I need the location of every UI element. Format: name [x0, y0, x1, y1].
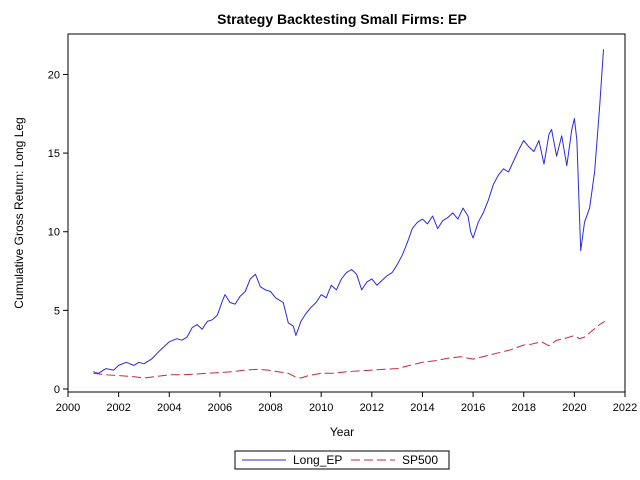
x-tick-label: 2010 [309, 402, 333, 414]
series-line-long-ep [93, 49, 604, 374]
x-tick-label: 2008 [258, 402, 282, 414]
x-axis-label: Year [330, 425, 354, 439]
x-tick-label: 2000 [56, 402, 80, 414]
y-tick-label: 10 [48, 227, 60, 239]
y-tick-label: 5 [54, 305, 60, 317]
x-tick-label: 2020 [562, 402, 586, 414]
x-tick-label: 2004 [157, 402, 181, 414]
legend-box [234, 450, 450, 470]
series-group [93, 49, 605, 379]
plot-area-frame [67, 33, 626, 393]
y-axis: 0 5 10 15 20 [48, 69, 68, 396]
y-axis-label: Cumulative Gross Return: Long Leg [12, 117, 26, 308]
x-tick-label: 2018 [511, 402, 535, 414]
x-tick-label: 2014 [410, 402, 434, 414]
x-tick-label: 2016 [461, 402, 485, 414]
x-tick-label: 2006 [208, 402, 232, 414]
legend-label-long-ep: Long_EP [293, 453, 342, 467]
legend-label-sp500: SP500 [402, 453, 438, 467]
y-tick-label: 15 [48, 148, 60, 160]
x-axis: 2000 2002 2004 2006 2008 2010 2012 2014 2016 2018… [56, 392, 637, 414]
y-tick-label: 20 [48, 69, 60, 81]
x-tick-label: 2022 [613, 402, 637, 414]
y-tick-label: 0 [54, 384, 60, 396]
chart-title: Strategy Backtesting Small Firms: EP [217, 11, 467, 27]
series-line-sp500 [93, 320, 605, 379]
x-tick-label: 2012 [360, 402, 384, 414]
legend: Long_EP SP500 [234, 450, 450, 470]
x-tick-label: 2002 [106, 402, 130, 414]
